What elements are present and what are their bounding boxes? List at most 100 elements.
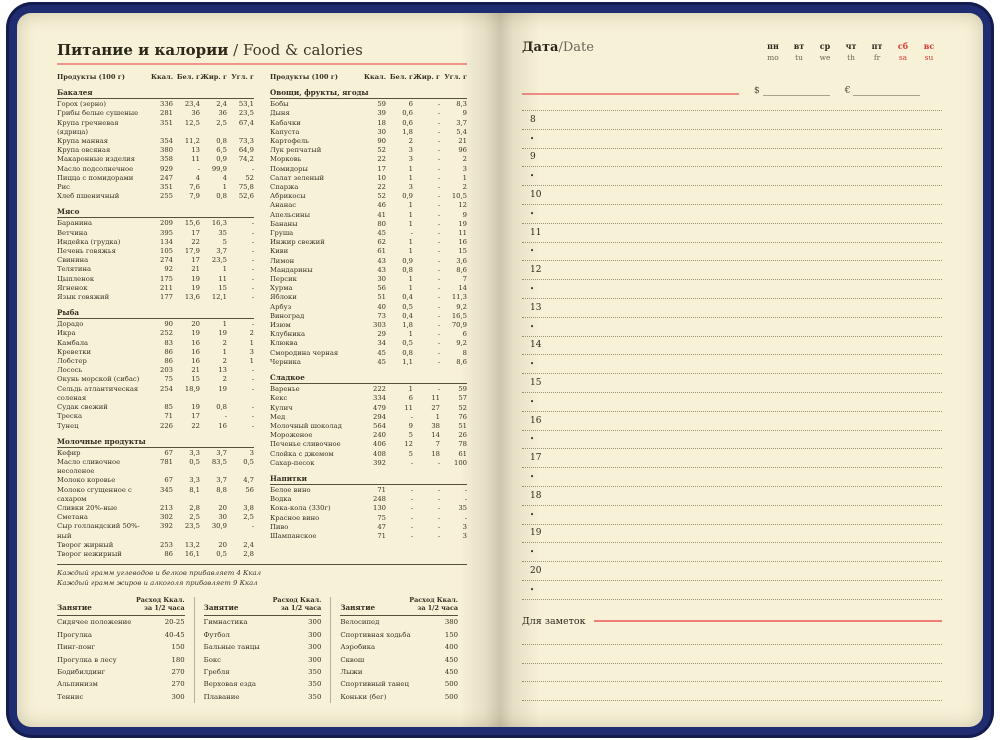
food-value: 0,5 [216, 549, 227, 558]
food-row: Варенье 222 1 - 59 [270, 385, 467, 394]
weekday-ru: вс [923, 41, 935, 51]
food-value: - [410, 229, 413, 238]
food-row: Сыр голландский 50%-ный 392 23,5 30,9 - [57, 522, 254, 540]
food-name: Телятина [57, 265, 92, 274]
food-row: Кабачки 18 0,6 - 3,7 [270, 119, 467, 128]
food-value: - [464, 495, 467, 504]
food-value: 2,5 [189, 513, 200, 522]
food-value: 74,2 [238, 155, 254, 164]
food-value: 22 [377, 183, 386, 192]
bullet: • [530, 285, 535, 294]
food-value: 1 [408, 275, 413, 284]
food-row: Мед 294 - 1 76 [270, 413, 467, 422]
food-value: 302 [160, 513, 173, 522]
food-value: 53,1 [238, 100, 254, 109]
food-value: - [437, 173, 440, 182]
food-value: 45 [377, 348, 386, 357]
activity-name: Плавание [203, 692, 240, 701]
food-name: Картофель [270, 137, 309, 146]
food-value: 395 [160, 228, 173, 237]
activity-row: Пинг-понг 150 [57, 641, 185, 653]
food-value: 1 [222, 183, 227, 192]
food-value: 59 [377, 100, 386, 109]
food-name: Молоко сгущенное с сахаром [57, 485, 132, 503]
activity-header-value-line: Расход Ккал. [135, 596, 185, 605]
food-value: - [437, 293, 440, 302]
food-value: 56 [245, 485, 254, 494]
food-value: - [410, 513, 413, 522]
food-value: 3 [408, 146, 413, 155]
page-title: Питание и калории / Food & calories [57, 41, 467, 59]
food-value: 57 [458, 394, 467, 403]
food-value: 7,6 [189, 183, 200, 192]
food-value: - [437, 513, 440, 522]
food-row: Окунь морской (сибас) 75 15 2 - [57, 375, 254, 384]
hour-label: 18 [530, 490, 542, 501]
food-value: - [437, 109, 440, 118]
date-header: Дата/Date пн вт ср чт пт сб вс mo tu we th fr sa su [522, 41, 942, 63]
activity-kcal: 150 [171, 643, 185, 652]
bullet: • [530, 585, 535, 594]
hour-label: 16 [530, 415, 542, 426]
food-value: 16 [218, 421, 227, 430]
food-name: Творог жирный [57, 540, 114, 549]
activity-row: Альпинизм 270 [57, 678, 185, 690]
hour-row: 19 [522, 525, 942, 544]
activity-row: Гребля 350 [204, 666, 322, 678]
food-name: Сливки 20%-ные [57, 503, 118, 512]
bullet: • [530, 510, 535, 519]
food-value: 2 [222, 375, 227, 384]
food-row: Бобы 59 6 - 8,3 [270, 100, 467, 109]
activity-header: Занятие Расход Ккал. за 1/2 часа [57, 596, 185, 617]
food-value: - [251, 219, 254, 228]
food-value: - [437, 531, 440, 540]
food-value: 1 [408, 247, 413, 256]
food-value: 5 [408, 449, 413, 458]
hour-label: 15 [530, 378, 542, 389]
food-value: 52 [245, 173, 254, 182]
food-section-title: Молочные продукты [57, 437, 254, 448]
food-name: Пицца с помидорами [57, 173, 134, 182]
food-value: 21 [191, 366, 200, 375]
food-value: - [437, 118, 440, 127]
title-rule [57, 63, 467, 65]
food-row: Пицца с помидорами 247 4 4 52 [57, 174, 254, 183]
bullet-row: • [522, 581, 942, 600]
food-value: 20 [191, 320, 200, 329]
food-value: 16 [191, 357, 200, 366]
activity-header-name: Занятие [203, 603, 239, 613]
food-value: 2,4 [216, 100, 227, 109]
activity-row: Лыжи 450 [340, 666, 458, 678]
activity-row: Бодибилдинг 270 [57, 666, 185, 678]
food-value: 8,1 [189, 485, 200, 494]
food-value: - [437, 155, 440, 164]
activity-name: Футбол [203, 630, 230, 639]
activity-name: Бокс [203, 655, 222, 664]
food-row: Телятина 92 21 1 - [57, 265, 254, 274]
food-row: Ветчина 395 17 35 - [57, 229, 254, 238]
food-row: Крупа овсяная 380 13 6,5 64,9 [57, 146, 254, 155]
food-name: Лимон [270, 256, 295, 265]
food-row: Язык говяжий 177 13,6 12,1 - [57, 293, 254, 302]
food-value: 408 [373, 449, 386, 458]
food-value: 9 [462, 210, 467, 219]
food-row: Дорадо 90 20 1 - [57, 320, 254, 329]
food-value: - [410, 522, 413, 531]
food-name: Спаржа [270, 183, 299, 192]
food-row: Сливки 20%-ные 213 2,8 20 3,8 [57, 504, 254, 513]
food-value: 3,3 [189, 476, 200, 485]
food-row: Капуста 30 1,8 - 5,4 [270, 128, 467, 137]
food-value: 105 [160, 247, 173, 256]
euro-symbol: € [844, 86, 851, 96]
food-value: 0,6 [402, 118, 413, 127]
food-row: Слойка с джемом 408 5 18 61 [270, 450, 467, 459]
activity-name: Гребля [203, 667, 230, 676]
food-value: 9 [408, 421, 413, 430]
activity-kcal: 400 [444, 643, 458, 652]
food-name: Варенье [270, 385, 300, 394]
food-value: 2,5 [243, 513, 254, 522]
food-name: Молочный шоколад [270, 421, 342, 430]
food-value: 86 [164, 357, 173, 366]
food-value: 13,6 [184, 293, 200, 302]
food-row: Сахар-песок 392 - - 100 [270, 459, 467, 468]
